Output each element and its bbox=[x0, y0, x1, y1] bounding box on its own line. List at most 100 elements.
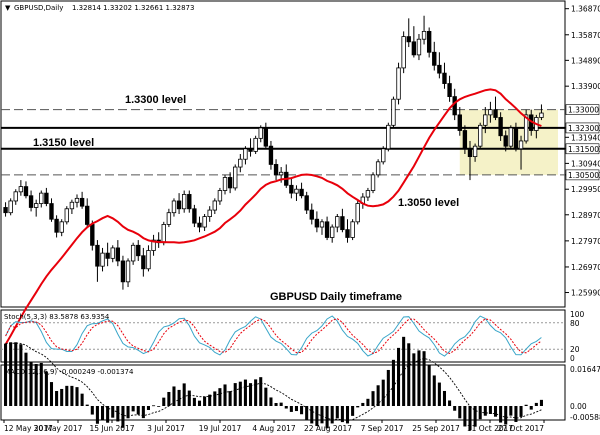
macd-bar bbox=[493, 406, 498, 417]
candle-body bbox=[345, 229, 350, 238]
macd-bar bbox=[75, 387, 79, 406]
candle-body bbox=[120, 260, 126, 283]
macd-bar bbox=[34, 363, 38, 406]
macd-bar bbox=[397, 347, 401, 406]
date-tick-label: 4 Aug 2017 bbox=[252, 424, 295, 433]
candle-body bbox=[100, 252, 105, 267]
level-1-3050-label: 1.3050 level bbox=[398, 197, 459, 209]
macd-bar bbox=[483, 406, 487, 416]
macd-bar bbox=[49, 382, 54, 406]
macd-bar bbox=[274, 403, 278, 406]
date-tick-label: 25 Sep 2017 bbox=[412, 424, 460, 433]
stoch-tick-label: 80 bbox=[570, 319, 580, 328]
macd-bar bbox=[448, 400, 452, 406]
candle-body bbox=[294, 188, 299, 194]
macd-bar bbox=[264, 387, 268, 406]
candle-body bbox=[381, 148, 386, 163]
macd-bar bbox=[325, 406, 329, 429]
price-tick-label: 1.25990 bbox=[571, 289, 600, 298]
level-1-3300-label: 1.3300 level bbox=[125, 94, 186, 106]
price-tick-label: 1.27970 bbox=[571, 237, 600, 246]
candle-body bbox=[192, 208, 197, 224]
candle-body bbox=[289, 184, 294, 194]
candle-body bbox=[508, 127, 514, 147]
candle-body bbox=[18, 186, 24, 193]
macd-bar bbox=[146, 406, 150, 410]
candle-body bbox=[493, 109, 498, 118]
candle-body bbox=[539, 112, 544, 118]
macd-bar bbox=[442, 390, 447, 406]
macd-bar bbox=[14, 342, 18, 406]
macd-bar bbox=[100, 406, 105, 420]
candle-body bbox=[513, 127, 519, 150]
macd-bar bbox=[131, 406, 135, 412]
candle-body bbox=[69, 201, 75, 210]
macd-bar bbox=[259, 377, 263, 406]
macd-bar bbox=[55, 391, 59, 406]
candle-body bbox=[467, 148, 473, 158]
macd-bar bbox=[473, 406, 477, 427]
macd-bar bbox=[44, 371, 48, 406]
macd-bar bbox=[197, 400, 202, 406]
candle-body bbox=[238, 158, 243, 168]
candle-body bbox=[488, 109, 493, 116]
macd-bar bbox=[213, 391, 217, 406]
macd-bar bbox=[152, 405, 156, 407]
candle-body bbox=[248, 148, 253, 152]
candle-body bbox=[64, 208, 69, 223]
stoch-tick-label: 0 bbox=[570, 354, 575, 363]
macd-bar bbox=[95, 406, 99, 424]
macd-bar bbox=[111, 406, 115, 418]
candle-body bbox=[187, 194, 192, 210]
macd-bar bbox=[70, 385, 74, 406]
macd-bar bbox=[422, 351, 426, 406]
macd-bar bbox=[249, 383, 253, 406]
price-tick-label: 1.31940 bbox=[571, 133, 600, 142]
macd-bar bbox=[182, 383, 186, 406]
candle-body bbox=[227, 177, 233, 189]
candle-body bbox=[8, 200, 13, 214]
candle-body bbox=[478, 124, 483, 147]
date-tick-label: 15 Jun 2017 bbox=[89, 424, 134, 433]
stoch-tick-label: 20 bbox=[570, 345, 580, 354]
date-tick-label: 11 Oct 2017 bbox=[467, 424, 514, 433]
macd-bar bbox=[305, 406, 309, 421]
macd-bar bbox=[9, 342, 13, 406]
macd-bar bbox=[24, 352, 28, 406]
candle-body bbox=[161, 224, 166, 244]
macd-bar bbox=[157, 406, 161, 407]
macd-bar bbox=[371, 391, 375, 406]
candle-body bbox=[498, 117, 503, 137]
macd-bar bbox=[504, 406, 508, 425]
ma-line bbox=[4, 88, 542, 345]
macd-bar bbox=[514, 406, 518, 422]
macd-bar bbox=[381, 379, 385, 406]
candle-body bbox=[146, 250, 151, 270]
candle-body bbox=[304, 195, 309, 211]
candle-body bbox=[85, 205, 90, 225]
candle-body bbox=[233, 166, 238, 189]
macd-tick-label: 0.016477 bbox=[570, 365, 600, 374]
candle-body bbox=[452, 96, 457, 116]
macd-bar bbox=[187, 390, 191, 406]
price-tick-label: 1.33900 bbox=[571, 82, 600, 91]
candles bbox=[3, 15, 544, 290]
macd-bar bbox=[279, 402, 283, 406]
macd-bar bbox=[294, 406, 298, 412]
candle-body bbox=[437, 64, 442, 74]
macd-bar bbox=[141, 406, 145, 419]
candle-body bbox=[355, 203, 360, 223]
candle-body bbox=[222, 177, 228, 191]
date-tick-label: 7 Sep 2017 bbox=[361, 424, 404, 433]
stoch-panel-frame bbox=[0, 309, 566, 363]
candle-body bbox=[33, 203, 39, 208]
candle-body bbox=[330, 226, 335, 238]
level-tag-3: 1.30500 bbox=[568, 171, 599, 180]
macd-bar bbox=[432, 375, 436, 406]
macd-bar bbox=[238, 381, 242, 406]
candle-body bbox=[49, 203, 54, 220]
ohlc-label: 1.32814 1.33202 1.32661 1.32873 bbox=[72, 4, 194, 12]
macd-bar bbox=[539, 399, 543, 406]
macd-bar bbox=[458, 406, 462, 419]
macd-bar bbox=[218, 388, 222, 406]
